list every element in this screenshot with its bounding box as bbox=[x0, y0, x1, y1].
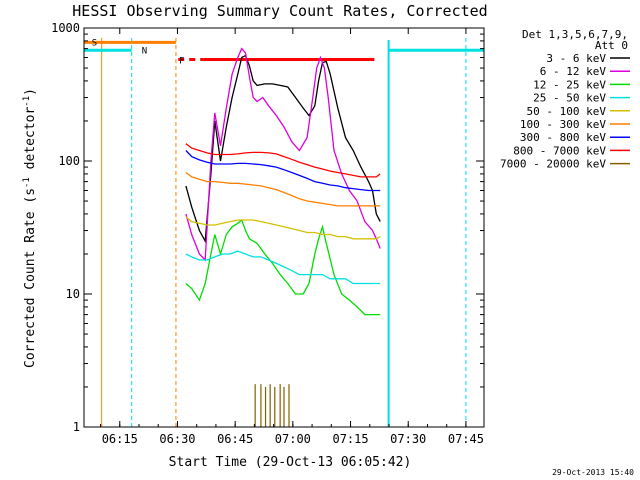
y-axis-label-prefix: Corrected Count Rate (s bbox=[23, 188, 38, 368]
legend-header: Det 1,3,5,6,7,9, bbox=[522, 28, 628, 41]
chart-title: HESSI Observing Summary Count Rates, Cor… bbox=[72, 2, 487, 20]
y-axis-label-suffix: ) bbox=[23, 88, 38, 96]
x-tick-label: 07:15 bbox=[332, 432, 368, 446]
legend-label-0: 3 - 6 keV bbox=[546, 52, 606, 65]
series-line-7 bbox=[185, 143, 381, 178]
flag-label-s: S bbox=[92, 38, 97, 48]
x-tick-label: 07:00 bbox=[275, 432, 311, 446]
y-axis-label: Corrected Count Rate (s-1 detector-1) bbox=[22, 88, 38, 368]
legend-label-3: 25 - 50 keV bbox=[533, 92, 606, 105]
legend-label-6: 300 - 800 keV bbox=[520, 131, 606, 144]
x-tick-label: 07:45 bbox=[448, 432, 484, 446]
legend-label-8: 7000 - 20000 keV bbox=[500, 158, 606, 171]
flag-label-n: N bbox=[142, 46, 147, 56]
legend-label-5: 100 - 300 keV bbox=[520, 118, 606, 131]
legend-label-4: 50 - 100 keV bbox=[527, 105, 607, 118]
legend-label-1: 6 - 12 keV bbox=[540, 65, 607, 78]
series-line-1 bbox=[185, 47, 381, 262]
x-axis-label: Start Time (29-Oct-13 06:05:42) bbox=[169, 455, 412, 470]
y-axis-label-mid: detector bbox=[23, 107, 38, 178]
y-tick-label: 1000 bbox=[51, 21, 80, 35]
y-tick-label: 100 bbox=[58, 154, 80, 168]
series-line-4 bbox=[185, 216, 381, 240]
render-timestamp: 29-Oct-2013 15:40 bbox=[552, 468, 634, 477]
series-line-0 bbox=[185, 54, 381, 244]
legend-label-7: 800 - 7000 keV bbox=[513, 144, 606, 157]
axes: 06:15 06:30 06:45 07:00 07:15 07:30 07:45 1 10 10… bbox=[51, 21, 484, 446]
y-axis-label-exp-1: -1 bbox=[22, 177, 32, 188]
series-line-2 bbox=[185, 218, 381, 316]
y-axis-label-exp-2: -1 bbox=[22, 96, 32, 107]
x-tick-label: 06:30 bbox=[159, 432, 195, 446]
plot-marks: S N F bbox=[84, 38, 484, 427]
series-line-6 bbox=[185, 150, 381, 192]
legend-header: Att 0 bbox=[595, 39, 628, 52]
x-tick-label: 06:15 bbox=[102, 432, 138, 446]
y-tick-label: 1 bbox=[73, 420, 80, 434]
flag-label-f: F bbox=[179, 56, 184, 66]
legend-label-2: 12 - 25 keV bbox=[533, 78, 606, 91]
series-line-3 bbox=[185, 250, 381, 285]
series-line-5 bbox=[185, 171, 381, 207]
plot-frame bbox=[83, 27, 485, 428]
y-tick-label: 10 bbox=[66, 287, 80, 301]
x-tick-label: 06:45 bbox=[217, 432, 253, 446]
x-tick-label: 07:30 bbox=[390, 432, 426, 446]
